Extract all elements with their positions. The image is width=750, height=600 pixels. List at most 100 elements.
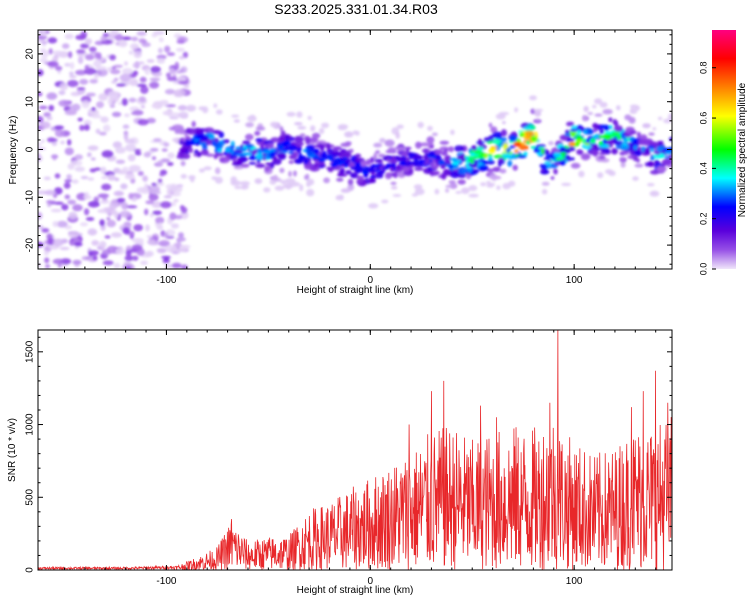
heatmap-ridge-cell xyxy=(514,107,519,113)
heatmap-ridge-cell xyxy=(642,123,651,129)
heatmap-noise-cell xyxy=(120,183,128,190)
heatmap-noise-cell xyxy=(167,162,174,166)
heatmap-noise-cell xyxy=(39,57,48,63)
heatmap-ridge-cell xyxy=(586,128,595,135)
heatmap-noise-cell xyxy=(74,166,86,172)
heatmap-ridge-cell xyxy=(318,127,325,135)
heatmap-noise-cell xyxy=(40,48,47,52)
heatmap-ridge-cell xyxy=(471,169,480,173)
heatmap-ridge-cell xyxy=(602,138,608,146)
heatmap-ridge-cell xyxy=(647,160,654,167)
heatmap-ridge-cell xyxy=(492,131,503,139)
heatmap-ridge-cell xyxy=(186,106,195,112)
heatmap-noise-cell xyxy=(125,249,132,257)
heatmap-noise-cell xyxy=(96,68,108,77)
heatmap-noise-cell xyxy=(169,185,178,192)
heatmap-noise-cell xyxy=(151,201,163,209)
heatmap-ridge-cell xyxy=(461,187,470,194)
heatmap-peak-cell xyxy=(251,146,257,150)
heatmap-ridge-cell xyxy=(431,132,438,137)
heatmap-noise-cell xyxy=(146,59,155,63)
heatmap-ridge-cell xyxy=(480,182,487,187)
snr-x-tick-label: 0 xyxy=(368,576,374,587)
chart-title: S233.2025.331.01.34.R03 xyxy=(274,1,438,17)
heatmap-noise-cell xyxy=(178,56,185,60)
heatmap-noise-cell xyxy=(67,51,73,59)
heatmap-noise-cell xyxy=(157,178,163,183)
heatmap-ridge-cell xyxy=(448,146,454,153)
heatmap-ridge-cell xyxy=(202,144,208,152)
heatmap-noise-cell xyxy=(81,100,90,109)
snr-y-tick-label: 0 xyxy=(25,567,36,573)
heatmap-peak-cell xyxy=(188,140,196,145)
heatmap-noise-cell xyxy=(128,50,134,55)
heatmap-ridge-cell xyxy=(502,121,506,125)
heatmap-ridge-cell xyxy=(223,139,230,144)
heatmap-noise-cell xyxy=(84,208,90,216)
heatmap-noise-cell xyxy=(124,255,134,262)
heatmap-peak-cell xyxy=(245,144,253,148)
heatmap-peak-cell xyxy=(305,149,311,154)
heatmap-peak-cell xyxy=(468,155,473,161)
heatmap-noise-cell xyxy=(161,148,168,152)
heatmap-ridge-cell xyxy=(404,146,412,150)
heatmap-ridge-cell xyxy=(443,148,448,153)
heatmap-ridge-cell xyxy=(356,175,364,180)
heatmap-ridge-cell xyxy=(569,128,578,132)
heatmap-ridge-cell xyxy=(668,113,672,121)
heatmap-noise-cell xyxy=(157,47,163,54)
heatmap-noise-cell xyxy=(173,89,186,96)
heatmap-noise-cell xyxy=(86,92,96,97)
spectrogram-y-tick-label: -20 xyxy=(25,237,36,252)
heatmap-noise-cell xyxy=(40,50,49,58)
heatmap-ridge-cell xyxy=(604,169,613,175)
colorbar-gradient xyxy=(712,30,736,269)
heatmap-ridge-cell xyxy=(496,185,501,190)
heatmap-peak-cell xyxy=(407,162,415,165)
heatmap-noise-cell xyxy=(100,166,107,175)
heatmap-noise-cell xyxy=(74,154,83,160)
heatmap-noise-cell xyxy=(67,79,79,88)
heatmap-ridge-cell xyxy=(341,152,351,159)
heatmap-ridge-cell xyxy=(444,155,452,163)
heatmap-peak-cell xyxy=(513,141,522,147)
heatmap-ridge-cell xyxy=(491,138,501,144)
heatmap-ridge-cell xyxy=(323,177,330,184)
heatmap-noise-cell xyxy=(124,138,136,144)
heatmap-ridge-cell xyxy=(576,129,581,135)
heatmap-ridge-cell xyxy=(270,121,278,128)
heatmap-ridge-cell xyxy=(403,165,410,172)
heatmap-ridge-cell xyxy=(502,153,512,159)
heatmap-peak-cell xyxy=(391,163,396,168)
heatmap-noise-cell xyxy=(90,157,96,161)
heatmap-ridge-cell xyxy=(457,172,467,179)
heatmap-noise-cell xyxy=(173,199,179,203)
heatmap-ridge-cell xyxy=(232,161,243,167)
heatmap-noise-cell xyxy=(54,65,63,71)
heatmap-ridge-cell xyxy=(373,142,383,148)
heatmap-ridge-cell xyxy=(306,188,315,197)
heatmap-ridge-cell xyxy=(255,163,266,168)
heatmap-ridge-cell xyxy=(219,156,230,164)
heatmap-ridge-cell xyxy=(634,163,644,168)
heatmap-noise-cell xyxy=(84,191,89,199)
heatmap-peak-cell xyxy=(418,159,426,164)
heatmap-ridge-cell xyxy=(583,105,589,113)
heatmap-ridge-cell xyxy=(661,159,672,166)
heatmap-noise-cell xyxy=(151,156,157,161)
heatmap-peak-cell xyxy=(306,153,315,156)
heatmap-ridge-cell xyxy=(448,180,456,184)
heatmap-noise-cell xyxy=(115,83,126,87)
heatmap-noise-cell xyxy=(63,182,71,189)
heatmap-peak-cell xyxy=(664,151,672,155)
heatmap-noise-cell xyxy=(174,61,180,70)
heatmap-noise-cell xyxy=(132,62,141,69)
heatmap-ridge-cell xyxy=(288,151,294,155)
heatmap-noise-cell xyxy=(144,183,149,191)
heatmap-noise-cell xyxy=(64,62,71,67)
heatmap-ridge-cell xyxy=(540,147,545,155)
colorbar-tick-label: 0.0 xyxy=(698,263,708,276)
heatmap-noise-cell xyxy=(91,107,96,112)
heatmap-noise-cell xyxy=(99,219,105,227)
heatmap-ridge-cell xyxy=(593,144,599,151)
